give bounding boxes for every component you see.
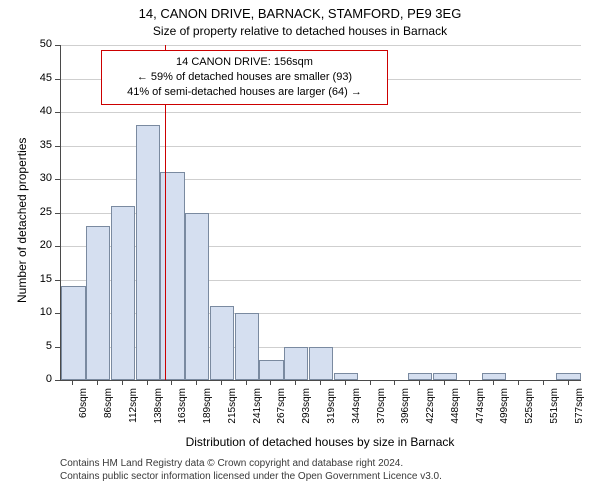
x-tick-label: 525sqm	[524, 388, 535, 438]
y-tick-label: 15	[30, 273, 52, 285]
histogram-bar	[160, 172, 184, 380]
histogram-bar	[111, 206, 135, 380]
x-tick-label: 86sqm	[103, 388, 114, 438]
y-tick-mark	[55, 280, 60, 281]
x-tick-mark	[147, 380, 148, 385]
gridline	[61, 112, 581, 113]
x-tick-mark	[370, 380, 371, 385]
x-tick-label: 112sqm	[128, 388, 139, 438]
histogram-bar	[210, 306, 234, 380]
histogram-bar	[408, 373, 432, 380]
info-box: 14 CANON DRIVE: 156sqm ← 59% of detached…	[101, 50, 388, 105]
x-tick-mark	[171, 380, 172, 385]
x-tick-mark	[493, 380, 494, 385]
x-tick-label: 60sqm	[78, 388, 89, 438]
histogram-bar	[136, 125, 160, 380]
x-tick-label: 293sqm	[301, 388, 312, 438]
histogram-bar	[284, 347, 308, 381]
y-tick-label: 45	[30, 72, 52, 84]
histogram-bar	[482, 373, 506, 380]
x-tick-mark	[469, 380, 470, 385]
x-tick-mark	[518, 380, 519, 385]
y-tick-mark	[55, 146, 60, 147]
gridline	[61, 45, 581, 46]
x-tick-mark	[270, 380, 271, 385]
x-tick-mark	[419, 380, 420, 385]
y-tick-mark	[55, 347, 60, 348]
x-tick-label: 189sqm	[202, 388, 213, 438]
x-tick-label: 396sqm	[400, 388, 411, 438]
x-tick-label: 577sqm	[574, 388, 585, 438]
y-tick-mark	[55, 45, 60, 46]
page-title-2: Size of property relative to detached ho…	[0, 24, 600, 38]
x-tick-label: 344sqm	[351, 388, 362, 438]
histogram-bar	[61, 286, 85, 380]
y-tick-label: 25	[30, 206, 52, 218]
x-tick-mark	[196, 380, 197, 385]
y-tick-label: 10	[30, 306, 52, 318]
y-tick-label: 0	[30, 373, 52, 385]
y-tick-mark	[55, 313, 60, 314]
x-tick-mark	[345, 380, 346, 385]
x-tick-mark	[568, 380, 569, 385]
x-tick-label: 422sqm	[425, 388, 436, 438]
x-tick-mark	[320, 380, 321, 385]
footnote-1: Contains HM Land Registry data © Crown c…	[60, 458, 403, 469]
footnote-2: Contains public sector information licen…	[60, 471, 442, 482]
y-tick-label: 40	[30, 105, 52, 117]
x-tick-mark	[246, 380, 247, 385]
x-tick-mark	[221, 380, 222, 385]
histogram-bar	[185, 213, 209, 381]
y-tick-mark	[55, 380, 60, 381]
histogram-bar	[235, 313, 259, 380]
x-tick-label: 241sqm	[252, 388, 263, 438]
histogram-bar	[334, 373, 358, 380]
x-tick-label: 215sqm	[227, 388, 238, 438]
x-tick-label: 499sqm	[499, 388, 510, 438]
x-tick-label: 163sqm	[177, 388, 188, 438]
histogram-bar	[309, 347, 333, 381]
y-axis-label: Number of detached properties	[15, 137, 29, 302]
histogram-bar	[433, 373, 457, 380]
x-tick-mark	[543, 380, 544, 385]
x-tick-mark	[122, 380, 123, 385]
histogram-bar	[259, 360, 283, 380]
info-line-2: ← 59% of detached houses are smaller (93…	[112, 70, 377, 85]
y-tick-mark	[55, 179, 60, 180]
x-tick-label: 267sqm	[276, 388, 287, 438]
y-tick-mark	[55, 246, 60, 247]
x-tick-mark	[444, 380, 445, 385]
x-tick-label: 138sqm	[153, 388, 164, 438]
x-tick-mark	[394, 380, 395, 385]
x-tick-label: 448sqm	[450, 388, 461, 438]
histogram-bar	[556, 373, 580, 380]
x-tick-mark	[295, 380, 296, 385]
x-tick-mark	[97, 380, 98, 385]
page-title-1: 14, CANON DRIVE, BARNACK, STAMFORD, PE9 …	[0, 6, 600, 21]
y-tick-label: 50	[30, 38, 52, 50]
x-tick-label: 370sqm	[376, 388, 387, 438]
x-tick-label: 319sqm	[326, 388, 337, 438]
info-line-3: 41% of semi-detached houses are larger (…	[112, 85, 377, 100]
y-tick-label: 5	[30, 340, 52, 352]
y-tick-label: 35	[30, 139, 52, 151]
x-tick-label: 474sqm	[475, 388, 486, 438]
histogram-bar	[86, 226, 110, 380]
y-tick-mark	[55, 213, 60, 214]
y-tick-label: 30	[30, 172, 52, 184]
x-tick-label: 551sqm	[549, 388, 560, 438]
x-tick-mark	[72, 380, 73, 385]
info-line-1: 14 CANON DRIVE: 156sqm	[112, 55, 377, 70]
y-tick-mark	[55, 79, 60, 80]
y-tick-label: 20	[30, 239, 52, 251]
y-tick-mark	[55, 112, 60, 113]
